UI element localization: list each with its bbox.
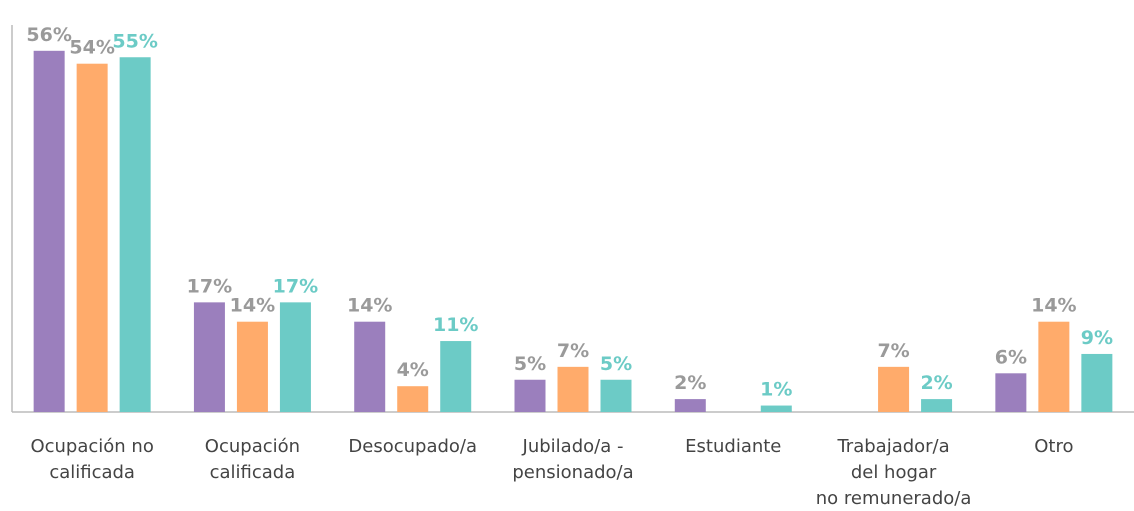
x-tick-label: Desocupado/a [348,436,478,457]
data-label: 5% [600,353,632,375]
bar [514,379,546,412]
data-label: 14% [230,295,275,317]
data-label: 9% [1081,327,1113,349]
x-tick-label: Estudiante [685,436,782,457]
bar [1038,321,1070,412]
bar [76,63,108,412]
bar [397,386,429,412]
x-tick-label: Ocupación no calificada [30,436,154,483]
data-label: 1% [760,379,792,401]
bar [557,366,589,412]
data-label: 56% [26,24,71,46]
x-tick-label: Jubilado/a - pensionado/a [512,436,634,483]
bar [760,405,792,412]
x-tick-label: Otro [1034,436,1074,457]
bar [921,399,953,412]
bar [674,399,706,412]
data-label: 2% [920,372,952,394]
x-tick-label: Ocupación calificada [204,436,301,483]
bar [33,50,65,413]
bar [236,321,268,412]
data-label: 17% [187,275,232,297]
data-label: 17% [273,275,318,297]
data-label: 14% [1031,295,1076,317]
bar [279,302,311,412]
data-label: 7% [557,340,589,362]
data-label: 7% [877,340,909,362]
data-label: 55% [112,30,157,52]
bar [995,373,1027,412]
data-label: 54% [69,37,114,59]
data-label: 6% [995,346,1027,368]
x-tick-label: Trabajador/a del hogar no remunerado/a [815,436,972,509]
bar [440,341,472,412]
data-label: 5% [514,353,546,375]
bar [878,366,910,412]
bar [354,321,386,412]
data-label: 14% [347,295,392,317]
bar [1081,353,1113,412]
bar [600,379,632,412]
data-label: 11% [433,314,478,336]
bar [119,57,151,412]
bar [193,302,225,412]
data-label: 2% [674,372,706,394]
data-label: 4% [397,359,429,381]
